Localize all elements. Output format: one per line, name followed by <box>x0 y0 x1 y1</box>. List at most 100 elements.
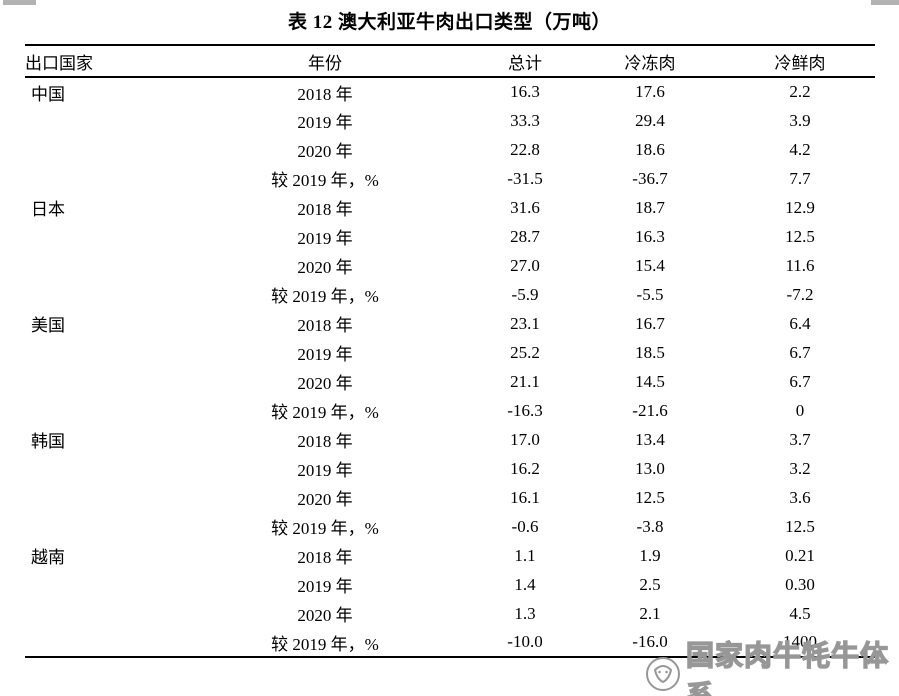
country-cell <box>25 628 175 657</box>
header-country: 出口国家 <box>25 53 93 73</box>
chilled-cell: 12.5 <box>785 516 815 536</box>
table-row: 美国 2018 年 23.1 16.7 6.4 <box>25 309 875 338</box>
chilled-cell: 3.7 <box>789 429 811 449</box>
country-cell <box>25 396 175 425</box>
corner-artifact-left <box>3 0 36 5</box>
table-row: 韩国 2018 年 17.0 13.4 3.7 <box>25 425 875 454</box>
frozen-cell: 13.4 <box>635 429 665 449</box>
total-cell: 25.2 <box>510 342 540 362</box>
chilled-cell: 6.4 <box>789 313 811 333</box>
chilled-cell: 0.21 <box>785 545 815 565</box>
header-chilled: 冷鲜肉 <box>774 53 826 73</box>
table-row: 较 2019 年，% -5.9 -5.5 -7.2 <box>25 280 875 309</box>
chilled-cell: 7.7 <box>789 168 811 188</box>
frozen-cell: 16.7 <box>635 313 665 333</box>
total-cell: 21.1 <box>510 371 540 391</box>
frozen-cell: 18.7 <box>635 197 665 217</box>
country-cell: 中国 <box>31 84 65 104</box>
beef-export-table: 出口国家 年份 总计 冷冻肉 冷鲜肉 中国 2018 年 16.3 17.6 2.2 20… <box>25 44 875 658</box>
year-cell: 2019 年 <box>297 577 353 596</box>
country-cell <box>25 367 175 396</box>
country-cell <box>25 222 175 251</box>
country-cell <box>25 512 175 541</box>
country-cell <box>25 570 175 599</box>
frozen-cell: -16.0 <box>632 632 668 651</box>
year-cell: 较 2019 年，% <box>271 519 379 538</box>
chilled-cell: -7.2 <box>786 284 814 304</box>
table-row: 2020 年 1.3 2.1 4.5 <box>25 599 875 628</box>
table-row: 2020 年 22.8 18.6 4.2 <box>25 135 875 164</box>
total-cell: -5.9 <box>511 284 539 304</box>
table-row: 2019 年 16.2 13.0 3.2 <box>25 454 875 483</box>
table-row: 越南 2018 年 1.1 1.9 0.21 <box>25 541 875 570</box>
frozen-cell: 1.9 <box>639 545 661 565</box>
table-row: 2019 年 1.4 2.5 0.30 <box>25 570 875 599</box>
total-cell: 17.0 <box>510 429 540 449</box>
year-cell: 2018 年 <box>297 316 353 335</box>
header-frozen: 冷冻肉 <box>624 53 676 73</box>
frozen-cell: -21.6 <box>632 400 668 420</box>
chilled-cell: 6.7 <box>789 342 811 362</box>
frozen-cell: -3.8 <box>636 516 664 536</box>
total-cell: -16.3 <box>507 400 543 420</box>
year-cell: 2020 年 <box>297 258 353 277</box>
total-cell: 28.7 <box>510 226 540 246</box>
country-cell <box>25 135 175 164</box>
year-cell: 2020 年 <box>297 374 353 393</box>
chilled-cell: 12.9 <box>785 197 815 217</box>
frozen-cell: 17.6 <box>635 82 665 101</box>
country-cell <box>25 164 175 193</box>
year-cell: 2020 年 <box>297 490 353 509</box>
table-body: 中国 2018 年 16.3 17.6 2.2 2019 年 33.3 29.4 3.9 2020… <box>25 77 875 657</box>
year-cell: 2018 年 <box>297 84 353 104</box>
table-row: 较 2019 年，% -10.0 -16.0 1400 <box>25 628 875 657</box>
year-cell: 2018 年 <box>297 432 353 451</box>
table-row: 较 2019 年，% -31.5 -36.7 7.7 <box>25 164 875 193</box>
country-cell <box>25 454 175 483</box>
chilled-cell: 4.5 <box>789 603 811 623</box>
total-cell: 23.1 <box>510 313 540 333</box>
total-cell: 16.1 <box>510 487 540 507</box>
year-cell: 2019 年 <box>297 461 353 480</box>
table-row: 2020 年 16.1 12.5 3.6 <box>25 483 875 512</box>
country-cell: 韩国 <box>31 432 65 451</box>
country-cell <box>25 599 175 628</box>
year-cell: 较 2019 年，% <box>271 287 379 306</box>
total-cell: 27.0 <box>510 255 540 275</box>
chilled-cell: 12.5 <box>785 226 815 246</box>
header-row: 出口国家 年份 总计 冷冻肉 冷鲜肉 <box>25 45 875 77</box>
frozen-cell: 15.4 <box>635 255 665 275</box>
chilled-cell: 1400 <box>783 632 817 651</box>
table-row: 2019 年 28.7 16.3 12.5 <box>25 222 875 251</box>
total-cell: 16.3 <box>510 82 540 101</box>
frozen-cell: 2.1 <box>639 603 661 623</box>
table-row: 中国 2018 年 16.3 17.6 2.2 <box>25 77 875 106</box>
year-cell: 较 2019 年，% <box>271 634 379 654</box>
year-cell: 2019 年 <box>297 113 353 132</box>
frozen-cell: 16.3 <box>635 226 665 246</box>
chilled-cell: 0.30 <box>785 574 815 594</box>
total-cell: -31.5 <box>507 168 543 188</box>
header-total: 总计 <box>508 53 542 73</box>
country-cell <box>25 280 175 309</box>
chilled-cell: 3.6 <box>789 487 811 507</box>
chilled-cell: 3.9 <box>789 110 811 130</box>
total-cell: 31.6 <box>510 197 540 217</box>
table-row: 2019 年 25.2 18.5 6.7 <box>25 338 875 367</box>
table-row: 较 2019 年，% -0.6 -3.8 12.5 <box>25 512 875 541</box>
frozen-cell: -36.7 <box>632 168 668 188</box>
chilled-cell: 3.2 <box>789 458 811 478</box>
frozen-cell: 18.6 <box>635 139 665 159</box>
frozen-cell: 13.0 <box>635 458 665 478</box>
year-cell: 2018 年 <box>297 200 353 219</box>
total-cell: 33.3 <box>510 110 540 130</box>
chilled-cell: 6.7 <box>789 371 811 391</box>
total-cell: -10.0 <box>507 632 543 651</box>
chilled-cell: 2.2 <box>789 82 811 101</box>
year-cell: 2020 年 <box>297 606 353 625</box>
country-cell <box>25 483 175 512</box>
frozen-cell: 2.5 <box>639 574 661 594</box>
table-row: 2020 年 27.0 15.4 11.6 <box>25 251 875 280</box>
frozen-cell: 18.5 <box>635 342 665 362</box>
chilled-cell: 4.2 <box>789 139 811 159</box>
